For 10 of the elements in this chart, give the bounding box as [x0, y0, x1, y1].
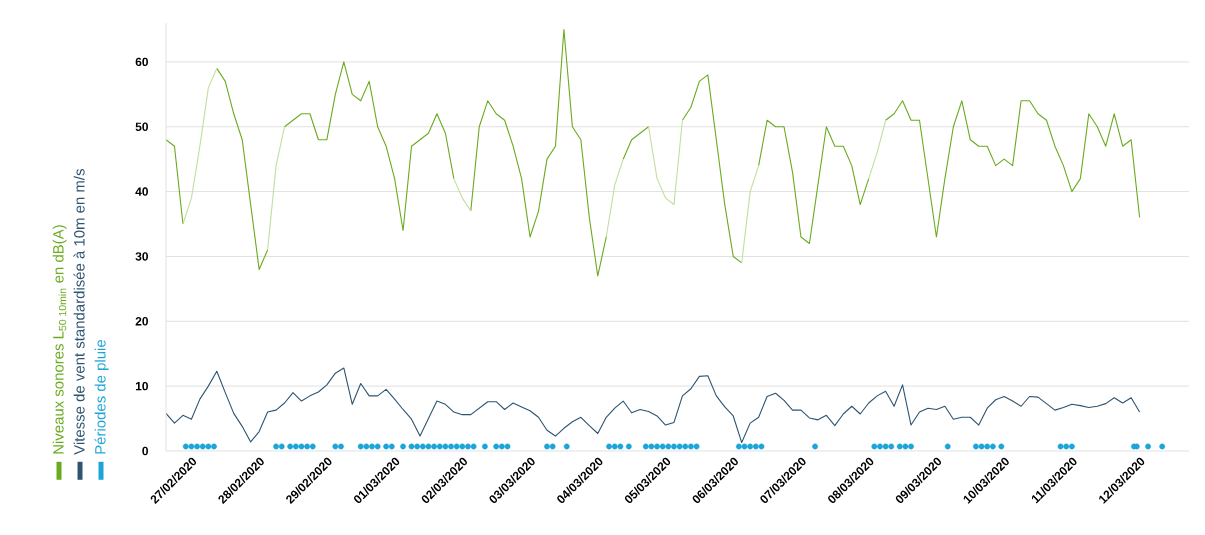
y-tick-label: 50 — [135, 122, 148, 131]
text: Périodes de pluie — [94, 340, 109, 454]
y-tick-label: 60 — [135, 57, 148, 67]
y-tick-label: 0 — [142, 446, 148, 456]
text: Vitesse de vent standardisée à 10m en m/s — [73, 169, 85, 455]
y-tick-label: 10 — [135, 381, 148, 391]
y-tick-label: 30 — [135, 252, 148, 261]
y-tick-label: 20 — [135, 317, 148, 326]
text: Niveaux sonores L$_{50 10min}$ en dB(A) — [52, 225, 67, 454]
y-tick-label: 40 — [135, 187, 148, 196]
